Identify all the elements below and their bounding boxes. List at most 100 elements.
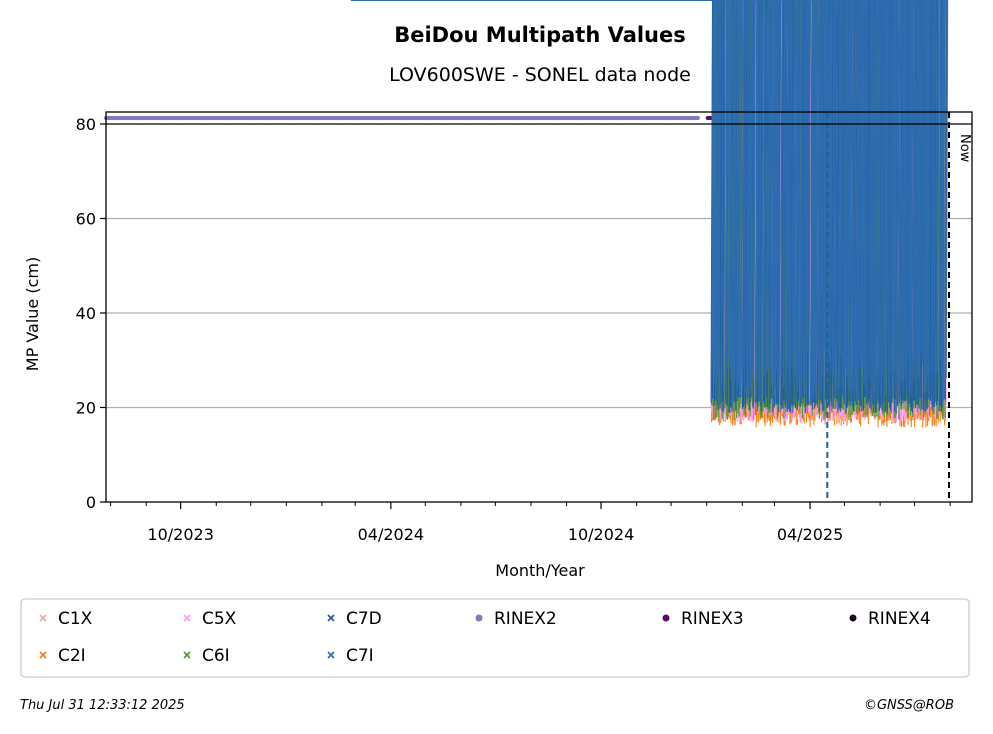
data-point (374, 0, 768, 374)
legend-marker (39, 614, 47, 622)
legend-marker (39, 651, 47, 659)
data-point (378, 0, 724, 378)
data-point (356, 0, 751, 356)
data-point (384, 0, 743, 384)
data-point (416, 0, 739, 416)
data-point (403, 0, 765, 402)
data-point (393, 0, 723, 392)
vertical-markers: Now (826, 112, 972, 502)
data-point (378, 0, 740, 378)
legend-label: C2I (58, 646, 86, 666)
data-point (373, 0, 769, 372)
data-point (412, 0, 751, 412)
data-point (413, 0, 760, 412)
data-point (410, 0, 742, 409)
data-point (380, 0, 732, 380)
data-point (415, 0, 725, 415)
data-point (402, 0, 717, 401)
data-point (408, 0, 725, 408)
legend-label: C6I (202, 646, 230, 666)
y-axis: 0 20 40 60 80 (76, 115, 106, 512)
data-point (418, 0, 723, 417)
data-point (408, 0, 738, 408)
data-point (417, 0, 724, 416)
plot-frame (105, 111, 973, 503)
data-point (413, 0, 713, 413)
data-point (412, 0, 734, 412)
data-point (417, 0, 747, 417)
data-point (414, 0, 746, 413)
data-point (414, 0, 739, 414)
data-point (407, 0, 714, 407)
data-point (405, 0, 763, 405)
data-point (417, 0, 723, 417)
x-axis-label: Month/Year (495, 561, 585, 580)
data-point (410, 0, 755, 410)
data-point (414, 0, 734, 414)
data-point (370, 0, 770, 370)
data-point (403, 0, 755, 403)
data-point (414, 0, 746, 413)
data-point (399, 0, 739, 399)
data-point (400, 0, 735, 399)
data-point (410, 0, 715, 409)
data-point (413, 0, 725, 412)
legend-label: RINEX2 (494, 609, 557, 629)
data-point (416, 0, 730, 415)
data-point (414, 0, 729, 413)
data-point (377, 0, 765, 377)
data-point (408, 0, 759, 408)
data-point (399, 0, 750, 398)
data-point (414, 0, 731, 414)
data-point (417, 0, 753, 417)
data-point (409, 0, 757, 409)
data-point (405, 0, 723, 404)
data-point (412, 0, 739, 411)
data-point (400, 0, 714, 400)
data-point (407, 0, 719, 406)
data-point (403, 0, 757, 403)
data-point (410, 0, 721, 410)
y-tick-label: 60 (76, 210, 96, 229)
data-point (414, 0, 742, 414)
data-point (375, 0, 715, 375)
data-point (403, 0, 718, 402)
legend-item-c6i: C6I (183, 646, 230, 666)
data-point (406, 0, 746, 406)
rinex-bar-rinex2 (103, 115, 700, 121)
y-tick-label: 40 (76, 304, 96, 323)
data-point (373, 0, 758, 373)
data-point (405, 0, 757, 405)
data-point (404, 0, 736, 404)
data-point (416, 0, 726, 416)
data-point (379, 0, 738, 378)
data-point (405, 0, 749, 404)
data-point (403, 0, 760, 402)
data-point (403, 0, 760, 403)
data-point (371, 0, 714, 370)
legend-marker (327, 651, 335, 659)
data-point (403, 0, 733, 403)
data-point (406, 0, 713, 406)
data-point (414, 0, 751, 413)
data-point (410, 0, 729, 410)
now-label: Now (957, 134, 972, 163)
data-point (404, 0, 732, 404)
data-point (409, 0, 732, 409)
data-point (406, 0, 727, 406)
data-point (377, 0, 727, 377)
legend-marker (849, 614, 857, 622)
data-point (412, 0, 720, 411)
data-point (377, 0, 766, 377)
data-point (411, 0, 728, 411)
data-point (416, 0, 762, 416)
data-point (397, 0, 742, 396)
data-point (409, 0, 755, 408)
data-point (412, 0, 762, 411)
legend-item-c5x: C5X (183, 609, 237, 629)
data-point (413, 0, 741, 413)
legend-box (20, 598, 970, 678)
data-point (408, 0, 758, 407)
data-point (399, 0, 742, 398)
data-point (407, 0, 761, 407)
